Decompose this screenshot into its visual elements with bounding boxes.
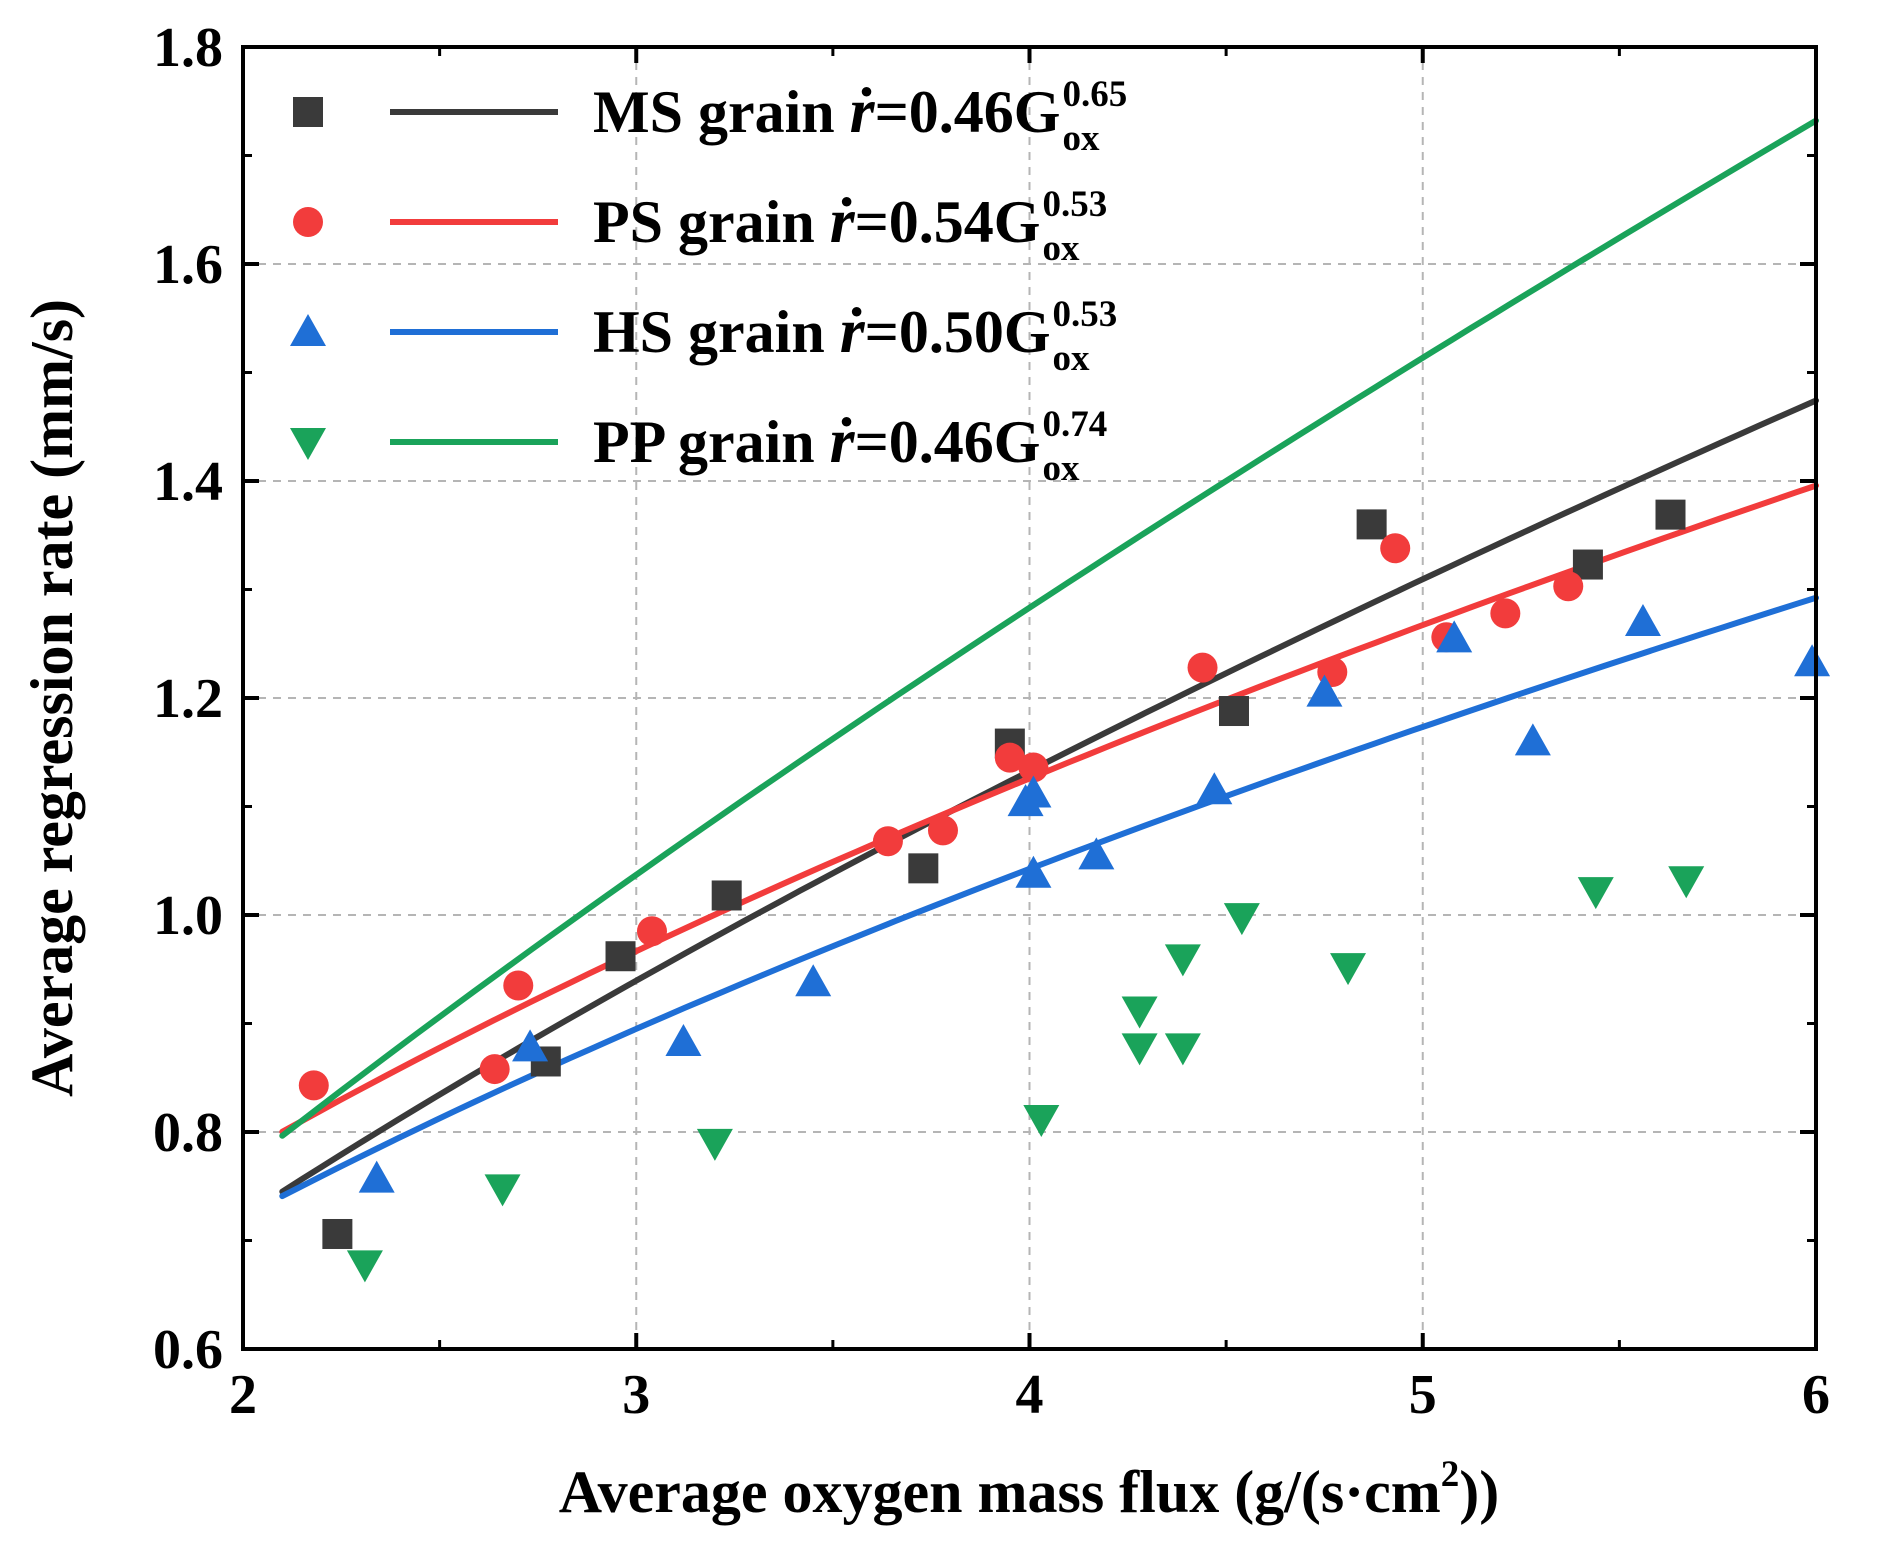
data-point-series-1 (994, 742, 1025, 773)
legend-equation-prefix: =0.54G (855, 189, 1041, 255)
data-point-series-3 (1121, 1033, 1158, 1066)
data-point-series-3 (1121, 996, 1158, 1029)
x-tick-label: 4 (1016, 1364, 1044, 1426)
y-axis-title: Average regression rate (mm/s) (19, 299, 85, 1097)
data-point-series-1 (1490, 598, 1521, 629)
data-point-series-2 (1624, 604, 1661, 637)
data-point-series-2 (1015, 855, 1052, 888)
data-point-series-1 (479, 1054, 510, 1085)
data-markers (298, 499, 1831, 1283)
data-point-series-1 (927, 815, 958, 846)
y-tick-label: 1.2 (153, 668, 223, 730)
legend-equation-prefix: =0.46G (855, 409, 1041, 475)
data-point-series-0 (711, 880, 742, 911)
data-point-series-0 (908, 853, 939, 884)
data-point-series-3 (1668, 866, 1705, 899)
data-point-series-3 (484, 1174, 521, 1207)
legend-exponent: 0.65 (1062, 74, 1127, 115)
grid (243, 47, 1816, 1349)
data-point-series-2 (1794, 644, 1831, 677)
data-point-series-2 (1015, 775, 1052, 808)
legend-subscript: ox (1062, 118, 1100, 159)
x-tick-label: 3 (622, 1364, 650, 1426)
data-point-series-1 (1187, 652, 1218, 683)
legend-rate-symbol: ṙ (850, 75, 876, 146)
legend-rate-symbol: ṙ (840, 295, 866, 366)
x-tick-label: 6 (1802, 1364, 1830, 1426)
data-point-series-0 (1655, 499, 1686, 530)
y-tick-label: 0.6 (153, 1319, 223, 1381)
legend-label-series-0: MS grain ṙ=0.46G (593, 75, 1060, 146)
legend-marker-series-3 (290, 428, 326, 460)
legend-subscript: ox (1052, 338, 1090, 379)
data-point-series-1 (1380, 533, 1411, 564)
x-axis-title: Average oxygen mass flux (g/(s·cm2)) (559, 1454, 1500, 1525)
data-point-series-3 (1330, 953, 1367, 986)
data-point-series-3 (1164, 1033, 1201, 1066)
legend-label-series-3: PP grain ṙ=0.46G (593, 405, 1040, 476)
y-tick-label: 1.8 (153, 17, 223, 79)
legend-label-series-1: PS grain ṙ=0.54G (593, 185, 1040, 256)
legend-series-name: PP grain (593, 409, 830, 475)
data-point-series-2 (1306, 674, 1343, 707)
legend-exponent: 0.74 (1042, 404, 1107, 445)
data-point-series-0 (1572, 549, 1603, 580)
fit-line-series-0 (279, 397, 1819, 1195)
y-tick-label: 0.8 (153, 1102, 223, 1164)
data-point-series-2 (795, 964, 832, 997)
data-point-series-2 (1196, 772, 1233, 805)
data-point-series-2 (1514, 723, 1551, 756)
data-point-series-2 (665, 1023, 702, 1056)
legend-subscript: ox (1042, 448, 1080, 489)
data-point-series-1 (503, 970, 534, 1001)
data-point-series-1 (1018, 752, 1049, 783)
legend-equation-prefix: =0.46G (875, 79, 1061, 145)
data-point-series-1 (298, 1070, 329, 1101)
data-point-series-1 (1553, 571, 1584, 602)
legend-exponent: 0.53 (1052, 294, 1117, 335)
legend-rate-symbol: ṙ (830, 185, 856, 256)
data-point-series-1 (872, 826, 903, 857)
data-point-series-0 (1218, 696, 1249, 727)
legend-series-name: HS grain (593, 299, 840, 365)
x-tick-label: 5 (1409, 1364, 1437, 1426)
data-point-series-1 (636, 916, 667, 947)
legend-rate-symbol: ṙ (830, 405, 856, 476)
fit-line-series-3 (279, 117, 1819, 1139)
y-tick-label: 1.4 (153, 451, 223, 513)
legend-series-name: PS grain (593, 189, 830, 255)
legend-series-name: MS grain (593, 79, 850, 145)
data-point-series-2 (512, 1029, 549, 1062)
legend-marker-series-2 (290, 314, 326, 346)
data-point-series-0 (1356, 509, 1387, 540)
data-point-series-0 (322, 1218, 353, 1249)
data-point-series-3 (1223, 903, 1260, 936)
data-point-series-3 (346, 1250, 383, 1283)
data-point-series-2 (1078, 837, 1115, 870)
data-point-series-0 (605, 941, 636, 972)
legend-label-series-2: HS grain ṙ=0.50G (593, 295, 1050, 366)
data-point-series-3 (1023, 1104, 1060, 1137)
legend-marker-series-0 (293, 97, 323, 127)
legend-exponent: 0.53 (1042, 184, 1107, 225)
data-point-series-2 (358, 1160, 395, 1193)
legend-marker-series-1 (293, 207, 323, 237)
axis-ticks: 2 3 4 5 6 0.6 0.8 1.0 1.2 1.4 1.6 1.8 (153, 17, 1830, 1426)
data-point-series-3 (1164, 944, 1201, 977)
data-point-series-3 (1577, 877, 1614, 910)
y-tick-label: 1.0 (153, 885, 223, 947)
legend-subscript: ox (1042, 228, 1080, 269)
data-point-series-3 (696, 1128, 733, 1161)
legend-equation-prefix: =0.50G (865, 299, 1051, 365)
y-tick-label: 1.6 (153, 234, 223, 296)
x-tick-label: 2 (229, 1364, 257, 1426)
data-point-series-2 (1436, 620, 1473, 653)
